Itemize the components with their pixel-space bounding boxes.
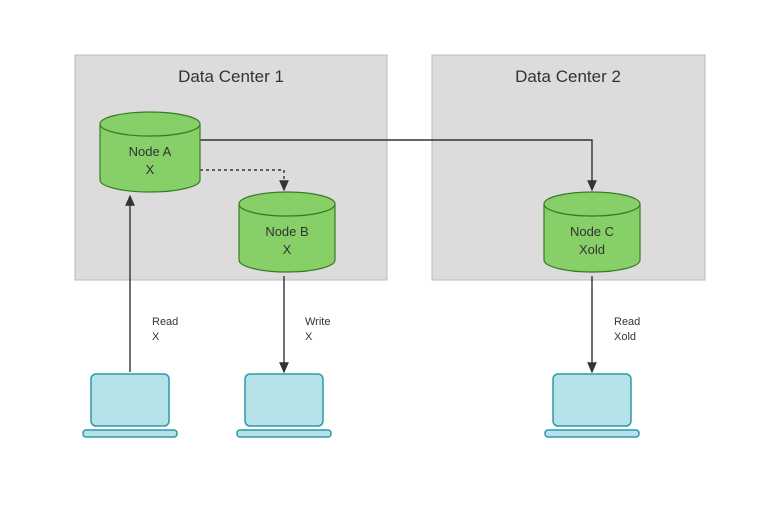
db-node-nodeB: Node B X [239, 192, 335, 272]
db-node-nodeA: Node A X [100, 112, 200, 192]
client-client2 [237, 374, 331, 437]
edge-label2-e-write: X [305, 331, 313, 343]
client-client1 [83, 374, 177, 437]
node-label2-nodeC: Xold [579, 242, 605, 257]
edge-label1-e-write: Write [305, 316, 330, 328]
db-node-nodeC: Node C Xold [544, 192, 640, 272]
edge-label1-e-read2: Read [614, 316, 640, 328]
edge-label2-e-read2: Xold [614, 331, 636, 343]
node-label1-nodeA: Node A [129, 144, 172, 159]
node-label2-nodeB: X [283, 242, 292, 257]
edge-label2-e-read1: X [152, 331, 160, 343]
node-label1-nodeC: Node C [570, 224, 614, 239]
datacenter-title-dc2: Data Center 2 [515, 67, 621, 86]
node-label2-nodeA: X [146, 162, 155, 177]
datacenter-title-dc1: Data Center 1 [178, 67, 284, 86]
client-client3 [545, 374, 639, 437]
node-label1-nodeB: Node B [265, 224, 308, 239]
edge-label1-e-read1: Read [152, 316, 178, 328]
